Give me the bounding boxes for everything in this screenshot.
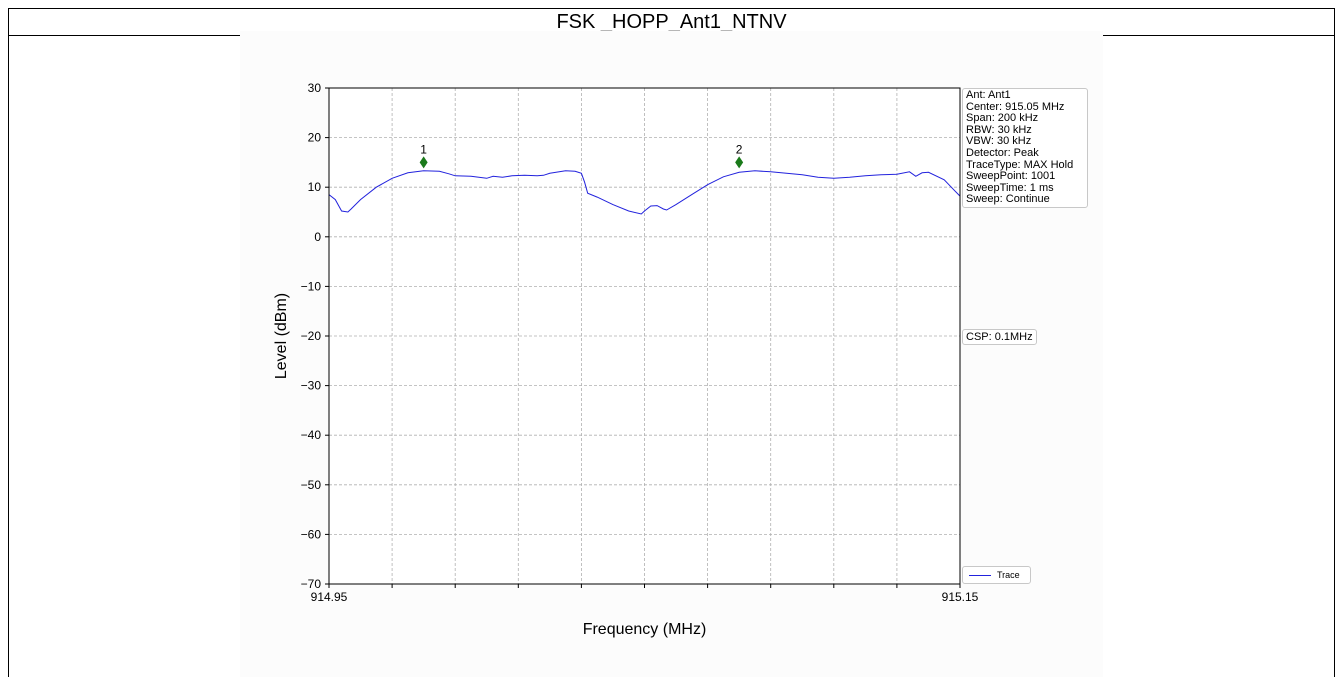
info-line: Sweep: Continue xyxy=(966,193,1050,206)
y-tick-label: 30 xyxy=(308,81,322,95)
info-line: Ant: Ant1 xyxy=(966,89,1011,101)
y-tick-label: −60 xyxy=(301,527,322,541)
chart-legend: Trace xyxy=(962,566,1031,584)
peak-marker-label: 1 xyxy=(420,142,427,156)
trace-line xyxy=(328,170,961,215)
plot-border xyxy=(328,87,961,585)
y-tick-label: 20 xyxy=(308,131,322,145)
measurement-info-box: Ant: Ant1 Center: 915.05 MHz Span: 200 k… xyxy=(962,88,1088,208)
y-tick-label: −10 xyxy=(301,279,322,293)
y-tick-label: −50 xyxy=(301,478,322,492)
info-line: RBW: 30 kHz xyxy=(966,123,1032,136)
legend-trace-swatch xyxy=(969,575,991,576)
x-tick-label: 914.95 xyxy=(311,590,348,604)
y-tick-label: 0 xyxy=(314,230,321,244)
info-line: Detector: Peak xyxy=(966,146,1039,159)
x-tick-label: 915.15 xyxy=(942,590,979,604)
legend-trace-label: Trace xyxy=(997,570,1020,580)
peak-marker xyxy=(419,156,428,169)
y-axis-label: Level (dBm) xyxy=(273,293,290,379)
y-tick-label: −40 xyxy=(301,428,322,442)
info-line: VBW: 30 kHz xyxy=(966,135,1032,148)
peak-marker-label: 2 xyxy=(736,142,743,156)
info-line: SweepTime: 1 ms xyxy=(966,181,1054,194)
peak-marker xyxy=(735,156,744,169)
info-line: Span: 200 kHz xyxy=(966,112,1039,125)
info-line: SweepPoint: 1001 xyxy=(966,170,1056,183)
x-axis-label: Frequency (MHz) xyxy=(583,621,707,638)
y-tick-label: 10 xyxy=(308,180,322,194)
y-tick-label: −70 xyxy=(301,577,322,591)
info-line: TraceType: MAX Hold xyxy=(966,158,1074,171)
y-tick-label: −20 xyxy=(301,329,322,343)
info-line: Center: 915.05 MHz xyxy=(966,100,1065,113)
y-tick-label: −30 xyxy=(301,379,322,393)
csp-label: CSP: 0.1MHz xyxy=(962,329,1037,345)
